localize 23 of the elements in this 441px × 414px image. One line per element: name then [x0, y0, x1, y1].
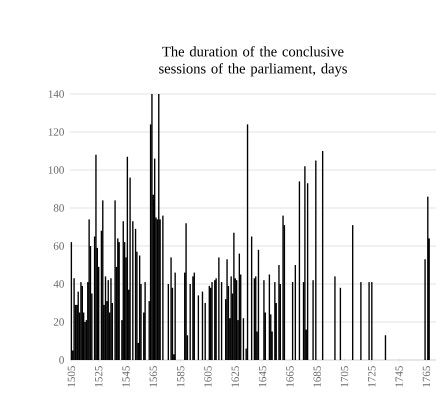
y-tick-label: 80 [54, 204, 64, 212]
x-tick-label: 1665 [286, 366, 294, 387]
y-tick-label: 60 [54, 242, 64, 250]
x-tick-label: 1745 [395, 366, 403, 387]
y-tick-label: 100 [48, 166, 64, 174]
x-tick-label: 1545 [122, 366, 130, 387]
x-tick-label: 1605 [204, 366, 212, 387]
x-tick-label: 1765 [422, 366, 430, 387]
y-tick-label: 20 [54, 318, 64, 326]
x-tick-label: 1585 [176, 366, 184, 387]
chart-title: The duration of the conclusive sessions of the parliament, days [159, 46, 347, 76]
y-tick-label: 40 [54, 280, 64, 288]
x-tick-label: 1645 [258, 366, 266, 387]
y-tick-label: 140 [48, 90, 64, 98]
x-tick-label: 1705 [340, 366, 348, 387]
y-tick-label: 120 [48, 128, 64, 136]
x-tick-label: 1725 [368, 366, 376, 387]
x-tick-label: 1525 [94, 366, 102, 387]
x-tick-label: 1625 [232, 366, 239, 387]
x-tick-label: 1685 [313, 366, 321, 387]
x-tick-label: 1565 [150, 366, 158, 387]
y-tick-label: 0 [59, 356, 64, 364]
x-tick-label: 1505 [68, 366, 76, 387]
